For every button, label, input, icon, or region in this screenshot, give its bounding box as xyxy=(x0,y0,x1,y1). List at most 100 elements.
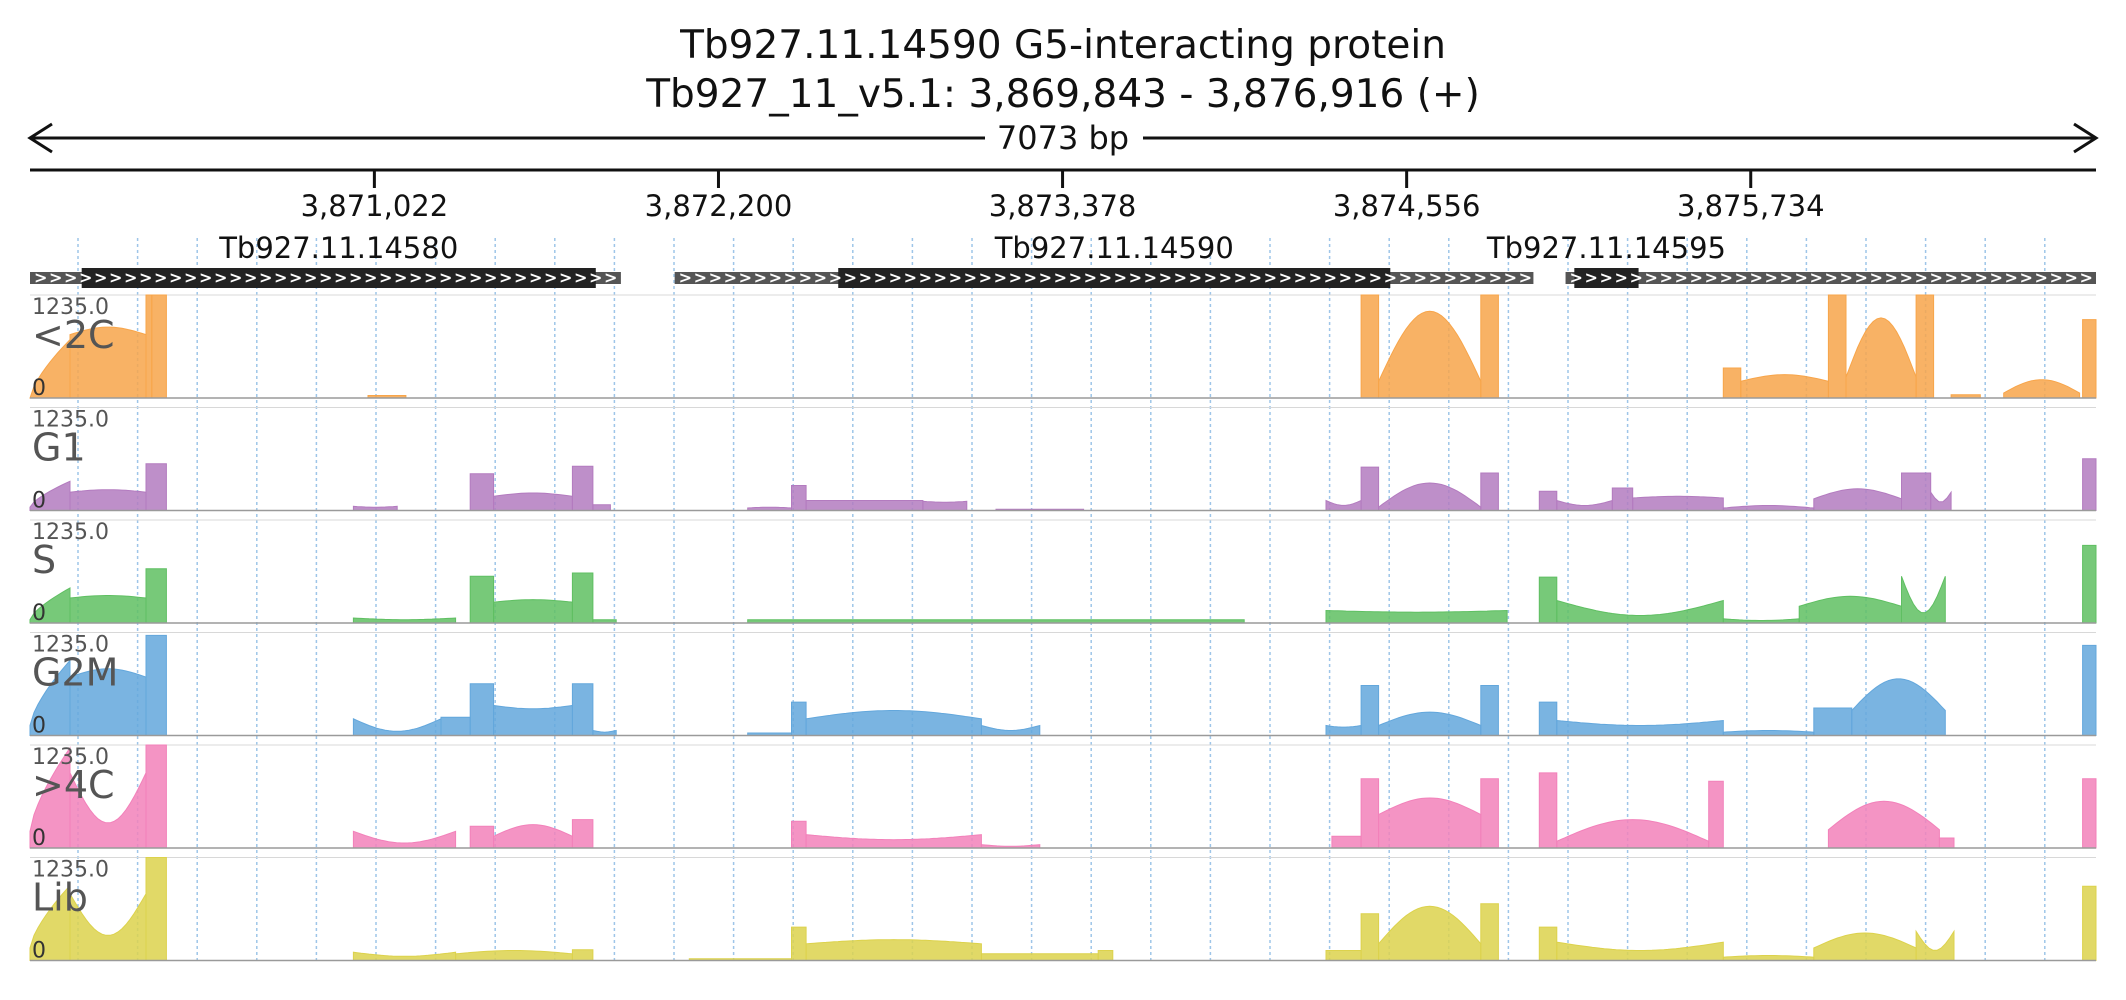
coverage-area xyxy=(1325,609,1508,624)
coverage-area xyxy=(571,949,594,961)
axis-tick-label: 3,872,200 xyxy=(645,189,793,223)
strand-chevron: > xyxy=(1024,268,1037,287)
strand-chevron: > xyxy=(1429,268,1442,287)
coverage-area xyxy=(29,659,71,736)
strand-chevron: > xyxy=(964,268,977,287)
strand-chevron: > xyxy=(2020,268,2033,287)
strand-chevron: > xyxy=(799,268,812,287)
strand-chevron: > xyxy=(1339,268,1352,287)
strand-chevron: > xyxy=(1765,268,1778,287)
track-zero-label: 0 xyxy=(32,714,46,739)
strand-chevron: > xyxy=(814,268,827,287)
strand-chevron: > xyxy=(1810,268,1823,287)
strand-chevron: > xyxy=(679,268,692,287)
strand-chevron: > xyxy=(994,268,1007,287)
strand-chevron: > xyxy=(1585,268,1598,287)
strand-chevron: > xyxy=(1189,268,1202,287)
strand-chevron: > xyxy=(919,268,932,287)
strand-chevron: > xyxy=(364,268,377,287)
strand-chevron: > xyxy=(1384,268,1397,287)
strand-chevron: > xyxy=(1294,268,1307,287)
coverage-area xyxy=(469,473,495,511)
track-ymax-label: 1235.0 xyxy=(32,295,109,320)
coverage-area xyxy=(980,953,1099,961)
coverage-area xyxy=(352,951,457,961)
strand-chevron: > xyxy=(109,268,122,287)
strand-chevron: > xyxy=(1204,268,1217,287)
coverage-track: 1235.0 0 Lib xyxy=(29,857,2097,964)
coverage-area xyxy=(1722,955,1815,961)
coverage-area xyxy=(69,595,147,624)
coverage-area xyxy=(145,294,153,399)
coverage-area xyxy=(352,505,398,511)
strand-chevron: > xyxy=(454,268,467,287)
strand-chevron: > xyxy=(1234,268,1247,287)
axis-tick-label: 3,874,556 xyxy=(1333,189,1481,223)
coverage-area xyxy=(1480,685,1499,736)
strand-chevron: > xyxy=(1519,268,1532,287)
coverage-area xyxy=(805,834,982,849)
strand-chevron: > xyxy=(244,268,257,287)
coverage-area xyxy=(1813,488,1902,511)
track-name-label: G2M xyxy=(32,651,118,695)
coverage-area xyxy=(1378,482,1482,511)
coverage-area xyxy=(1480,472,1499,511)
track-zero-label: 0 xyxy=(32,489,46,514)
strand-chevron: > xyxy=(1219,268,1232,287)
coverage-area xyxy=(1556,499,1613,511)
strand-chevron: > xyxy=(79,268,92,287)
coverage-track: 1235.0 0 >4C xyxy=(29,744,2097,851)
coverage-area xyxy=(145,744,167,849)
coverage-area xyxy=(747,619,1245,624)
track-ymax-label: 1235.0 xyxy=(32,408,109,433)
coverage-area xyxy=(2082,319,2097,399)
coverage-area xyxy=(1827,294,1847,399)
coverage-area xyxy=(805,710,982,736)
coverage-area xyxy=(493,824,573,849)
coverage-area xyxy=(1798,595,1902,624)
coverage-area xyxy=(493,492,573,511)
track-name-label: Lib xyxy=(32,876,88,920)
strand-chevron: > xyxy=(1975,268,1988,287)
strand-chevron: > xyxy=(859,268,872,287)
coverage-area xyxy=(747,506,792,511)
strand-chevron: > xyxy=(1645,268,1658,287)
strand-chevron: > xyxy=(1735,268,1748,287)
strand-chevron: > xyxy=(1369,268,1382,287)
gene-label: Tb927.11.14595 xyxy=(1486,231,1726,265)
coverage-area xyxy=(1378,905,1482,961)
track-name-label: S xyxy=(32,538,56,582)
span-arrowhead-left xyxy=(27,122,53,154)
strand-chevron: > xyxy=(64,268,77,287)
strand-chevron: > xyxy=(1174,268,1187,287)
track-ymax-label: 1235.0 xyxy=(32,858,109,883)
strand-chevron: > xyxy=(1009,268,1022,287)
span-arrowhead-right xyxy=(2073,122,2099,154)
coverage-area xyxy=(1915,294,1935,399)
coverage-area xyxy=(145,568,167,624)
strand-chevron: > xyxy=(379,268,392,287)
coverage-area xyxy=(1378,797,1482,849)
strand-chevron: > xyxy=(559,268,572,287)
coverage-area xyxy=(29,480,71,511)
gene-cds-bar xyxy=(81,268,596,288)
coverage-area xyxy=(922,500,968,511)
strand-chevron: > xyxy=(1840,268,1853,287)
coverage-area xyxy=(1538,576,1558,624)
coverage-area xyxy=(2082,644,2097,736)
coverage-area xyxy=(1611,487,1634,511)
coverage-track: 1235.0 0 <2C xyxy=(29,294,2097,401)
strand-chevron: > xyxy=(1309,268,1322,287)
coverage-area xyxy=(1556,819,1710,849)
strand-chevron: > xyxy=(169,268,182,287)
strand-chevron: > xyxy=(589,268,602,287)
track-zero-label: 0 xyxy=(32,826,46,851)
coverage-area xyxy=(1915,929,1955,961)
strand-chevron: > xyxy=(754,268,767,287)
gene-label: Tb927.11.14590 xyxy=(994,231,1234,265)
strand-chevron: > xyxy=(829,268,842,287)
strand-chevron: > xyxy=(1159,268,1172,287)
strand-chevron: > xyxy=(604,268,617,287)
coverage-area xyxy=(1480,903,1499,961)
gene-models: > > > > > > > > > > > > > > > > > > > > > > > > > > > > > > > > > > > > > > >T… xyxy=(30,231,2096,288)
